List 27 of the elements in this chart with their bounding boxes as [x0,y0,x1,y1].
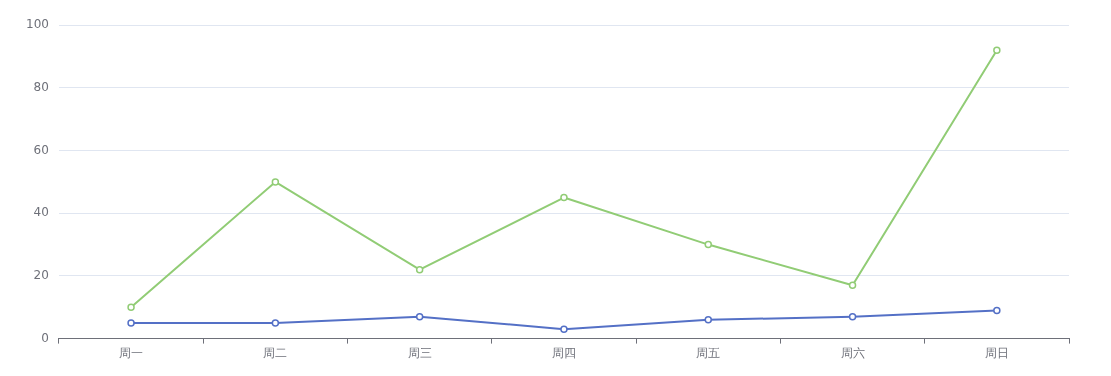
x-tick-label: 周四 [551,345,576,360]
x-tick-label: 周一 [119,345,144,360]
point [848,281,857,290]
point [271,178,280,186]
y-tick-label: 100 [26,17,49,32]
point [127,319,135,327]
x-tick-label: 周五 [696,345,721,360]
point [848,312,857,321]
y-tick-label: 80 [33,80,49,94]
x-tick-label: 周二 [263,345,288,360]
y-tick-label: 0 [41,330,49,345]
y-tick-label: 40 [33,205,49,220]
point [993,46,1001,55]
x-tick-label: 周日 [984,345,1009,360]
y-tick-label: 60 [33,142,49,157]
point [415,265,424,274]
point [560,193,568,202]
point [993,306,1001,315]
point [704,316,712,324]
x-tick-label: 周三 [407,345,432,360]
x-tick-label: 周六 [840,345,865,360]
point [560,325,568,333]
point [271,319,280,327]
point [415,312,424,321]
y-tick-label: 20 [33,268,49,283]
point [127,303,135,312]
point [704,240,712,249]
